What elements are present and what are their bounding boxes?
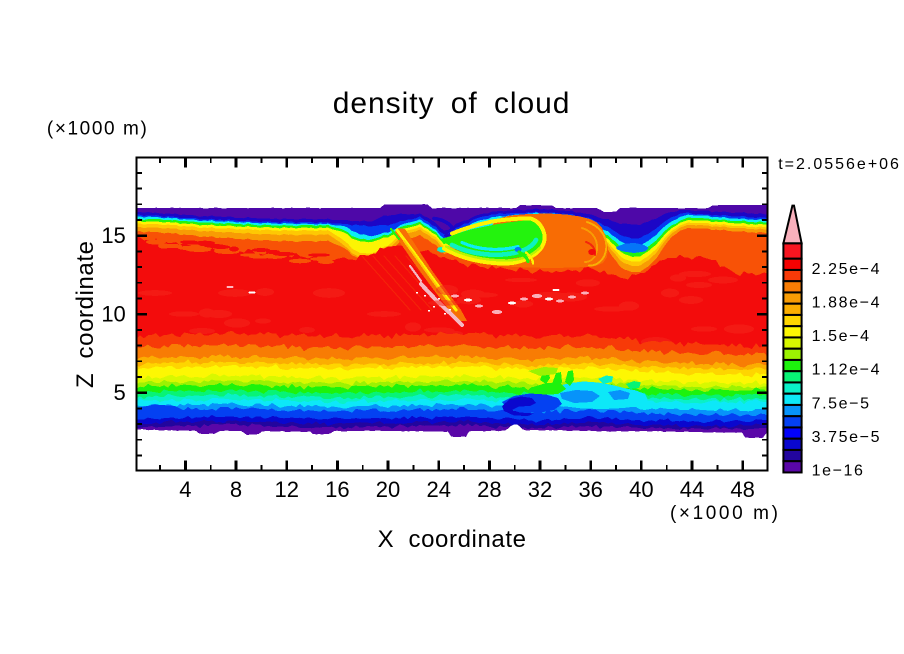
svg-text:(×1000 m): (×1000 m)	[670, 503, 781, 524]
svg-text:48: 48	[730, 477, 754, 502]
svg-text:44: 44	[680, 477, 704, 502]
svg-text:7.5e−5: 7.5e−5	[812, 395, 871, 412]
svg-text:12: 12	[274, 477, 298, 502]
svg-text:24: 24	[426, 477, 450, 502]
svg-text:15: 15	[101, 223, 125, 248]
svg-text:28: 28	[477, 477, 501, 502]
svg-text:t=2.0556e+06: t=2.0556e+06	[778, 156, 901, 173]
svg-text:density of cloud: density of cloud	[333, 87, 571, 120]
svg-text:3.75e−5: 3.75e−5	[812, 429, 881, 446]
svg-text:8: 8	[230, 477, 242, 502]
svg-text:5: 5	[114, 380, 126, 405]
svg-text:(×1000 m): (×1000 m)	[47, 119, 149, 140]
svg-text:36: 36	[578, 477, 602, 502]
svg-text:4: 4	[179, 477, 191, 502]
svg-text:Z coordinate: Z coordinate	[72, 240, 99, 388]
svg-text:16: 16	[325, 477, 349, 502]
svg-text:1.88e−4: 1.88e−4	[812, 295, 881, 312]
svg-text:40: 40	[629, 477, 653, 502]
svg-text:1.12e−4: 1.12e−4	[812, 362, 881, 379]
svg-text:10: 10	[101, 302, 125, 327]
svg-text:2.25e−4: 2.25e−4	[812, 261, 881, 278]
svg-text:1.5e−4: 1.5e−4	[812, 328, 871, 345]
svg-text:20: 20	[376, 477, 400, 502]
svg-text:1e−16: 1e−16	[812, 463, 865, 480]
svg-text:32: 32	[528, 477, 552, 502]
svg-text:X coordinate: X coordinate	[378, 526, 527, 553]
